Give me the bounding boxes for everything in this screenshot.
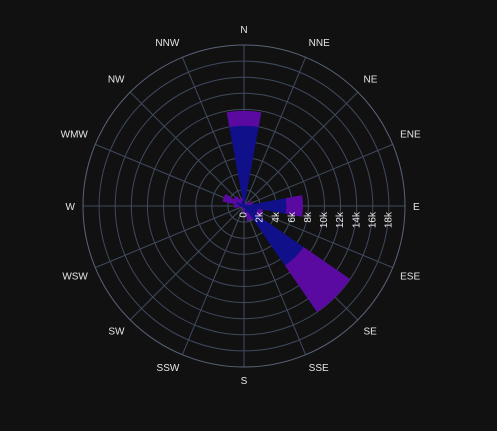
direction-label-nne: NNE bbox=[309, 38, 330, 49]
radial-tick-18k: 18k bbox=[384, 211, 395, 228]
radial-tick-labels: 0 2k 4k 6k 8k 10k 12k 14k 16k 18k bbox=[239, 211, 395, 228]
bar-2-ene bbox=[247, 200, 253, 206]
grid-spoke-nne bbox=[243, 57, 307, 207]
grid-spoke-sse bbox=[243, 205, 307, 355]
direction-label-n: N bbox=[240, 25, 247, 36]
radial-tick-4k: 4k bbox=[271, 211, 282, 223]
direction-label-se: SE bbox=[364, 327, 378, 338]
bar-2-s bbox=[242, 208, 246, 213]
direction-label-ssw: SSW bbox=[157, 363, 180, 374]
bar-2-wmw bbox=[222, 193, 238, 205]
radial-tick-6k: 6k bbox=[287, 211, 298, 223]
bar-2-wsw bbox=[240, 206, 243, 209]
bars-layer bbox=[222, 110, 351, 313]
grid-spoke-ne bbox=[243, 91, 359, 207]
bar-2-sse bbox=[245, 211, 253, 222]
direction-label-wmw: WMW bbox=[61, 129, 89, 140]
grid-spoke-sw bbox=[129, 205, 245, 321]
radial-tick-8k: 8k bbox=[303, 211, 314, 223]
direction-label-e: E bbox=[413, 202, 420, 213]
direction-label-ese: ESE bbox=[400, 272, 420, 283]
direction-label-s: S bbox=[241, 376, 248, 387]
radial-tick-14k: 14k bbox=[351, 211, 362, 228]
direction-label-w: W bbox=[66, 202, 76, 213]
bar-2-e bbox=[285, 195, 304, 217]
direction-label-sse: SSE bbox=[309, 363, 329, 374]
bar-2-ne bbox=[244, 202, 248, 206]
bar-2-ese bbox=[255, 208, 264, 217]
direction-label-sw: SW bbox=[108, 327, 125, 338]
grid-spoke-nw bbox=[129, 91, 245, 207]
grid-spoke-wmw bbox=[95, 143, 245, 207]
bar-2-nw bbox=[233, 195, 243, 205]
outer-ring bbox=[82, 44, 406, 368]
grid-spoke-nnw bbox=[181, 57, 245, 207]
radial-tick-12k: 12k bbox=[335, 211, 346, 228]
grid-spoke-ese bbox=[243, 205, 393, 269]
bar-2-se bbox=[284, 246, 351, 313]
direction-label-ene: ENE bbox=[400, 129, 421, 140]
direction-labels: N NNE NE ENE E ESE SE SSE S SSW SW WSW W WMW NW NNW bbox=[61, 25, 421, 387]
grid-spoke-ssw bbox=[181, 205, 245, 355]
radial-tick-10k: 10k bbox=[319, 211, 330, 228]
radial-tick-16k: 16k bbox=[367, 211, 378, 228]
bar-2-n bbox=[226, 110, 262, 128]
direction-label-nw: NW bbox=[108, 74, 125, 85]
radial-tick-2k: 2k bbox=[255, 211, 266, 223]
bar-2-nnw bbox=[239, 197, 244, 202]
grid-spoke-wsw bbox=[95, 205, 245, 269]
direction-label-ne: NE bbox=[364, 74, 378, 85]
direction-label-wsw: WSW bbox=[62, 272, 88, 283]
direction-label-nnw: NNW bbox=[155, 38, 179, 49]
bar-2-w bbox=[234, 203, 240, 209]
grid-spoke-ene bbox=[243, 143, 393, 207]
radial-tick-0: 0 bbox=[239, 212, 250, 218]
